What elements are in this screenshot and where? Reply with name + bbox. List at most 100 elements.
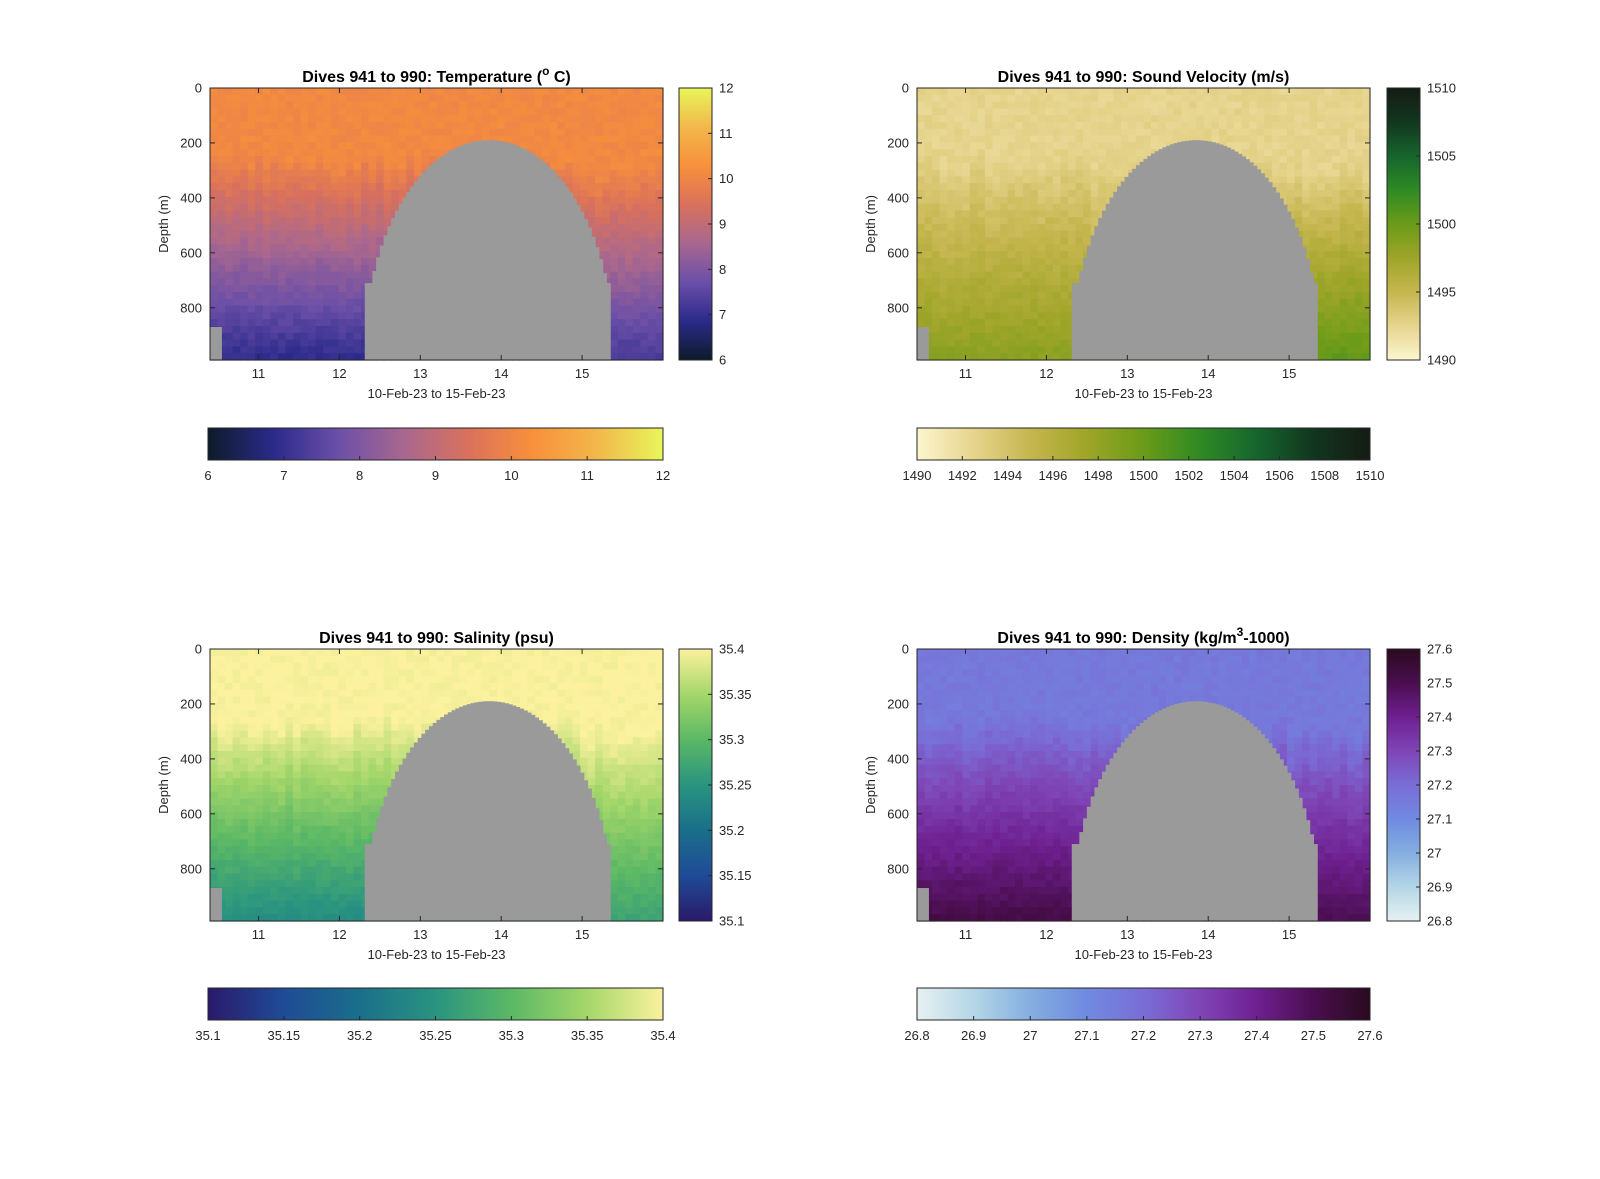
heatmap-cell xyxy=(954,312,963,320)
heatmap-cell xyxy=(1158,101,1167,109)
heatmap-cell xyxy=(617,210,626,218)
heatmap-cell xyxy=(481,94,490,103)
heatmap-cell xyxy=(391,203,400,211)
heatmap-cell xyxy=(1075,203,1084,211)
heatmap-cell xyxy=(232,128,241,137)
heatmap-cell xyxy=(984,264,994,273)
no-data-region xyxy=(413,181,419,360)
heatmap-cell xyxy=(293,244,302,252)
heatmap-cell xyxy=(512,94,521,103)
heatmap-cell xyxy=(1271,169,1280,177)
heatmap-cell xyxy=(1052,339,1062,347)
heatmap-cell xyxy=(421,162,430,171)
heatmap-cell xyxy=(489,128,498,137)
heatmap-cell xyxy=(632,237,641,245)
heatmap-cell xyxy=(632,135,641,143)
heatmap-cell xyxy=(1037,203,1046,211)
heatmap-cell xyxy=(1309,203,1318,211)
heatmap-cell xyxy=(1339,271,1348,279)
heatmap-cell xyxy=(368,128,377,137)
heatmap-cell xyxy=(1083,94,1092,103)
heatmap-cell xyxy=(1347,135,1356,143)
heatmap-cell xyxy=(917,278,926,286)
heatmap-cell xyxy=(210,298,219,307)
heatmap-cell xyxy=(534,94,543,103)
heatmap-cell xyxy=(1196,94,1205,103)
heatmap-cell xyxy=(1052,305,1062,313)
heatmap-cell xyxy=(1007,156,1016,164)
heatmap-cell xyxy=(1211,122,1220,130)
heatmap-cell xyxy=(1347,142,1356,150)
heatmap-cell xyxy=(308,176,317,184)
heatmap-cell xyxy=(1068,203,1077,211)
heatmap-cell xyxy=(247,128,256,137)
heatmap-cell xyxy=(977,346,986,354)
heatmap-cell xyxy=(1362,305,1371,313)
heatmap-cell xyxy=(277,237,287,245)
heatmap-cell xyxy=(1022,203,1031,211)
heatmap-cell xyxy=(977,94,986,103)
heatmap-cell xyxy=(984,122,994,130)
heatmap-cell xyxy=(954,203,963,211)
heatmap-cell xyxy=(277,94,287,103)
heatmap-cell xyxy=(977,176,986,184)
heatmap-cell xyxy=(932,88,941,96)
heatmap-cell xyxy=(315,298,324,307)
heatmap-cell xyxy=(1302,101,1311,109)
heatmap-cell xyxy=(917,244,926,252)
heatmap-cell xyxy=(1143,122,1152,130)
heatmap-cell xyxy=(947,190,956,198)
heatmap-cell xyxy=(225,224,234,232)
heatmap-cell xyxy=(1347,278,1356,286)
heatmap-cell xyxy=(969,142,978,150)
heatmap-cell xyxy=(1332,230,1341,239)
heatmap-cell xyxy=(398,122,407,130)
heatmap-cell xyxy=(262,169,271,177)
chart-title-text: C) xyxy=(549,69,570,86)
heatmap-cell xyxy=(947,183,956,191)
heatmap-cell xyxy=(270,176,279,184)
heatmap-cell xyxy=(383,169,392,177)
heatmap-cell xyxy=(1052,298,1062,307)
heatmap-cell xyxy=(496,128,506,137)
heatmap-cell xyxy=(481,122,490,130)
heatmap-cell xyxy=(232,101,241,109)
heatmap-cell xyxy=(617,264,626,273)
heatmap-cell xyxy=(1135,101,1145,109)
heatmap-cell xyxy=(1166,94,1175,103)
heatmap-cell xyxy=(451,94,460,103)
heatmap-cell xyxy=(285,149,294,157)
heatmap-cell xyxy=(225,326,234,334)
heatmap-cell xyxy=(640,176,649,184)
heatmap-cell xyxy=(1075,94,1084,103)
heatmap-cell xyxy=(1226,94,1235,103)
heatmap-cell xyxy=(640,210,649,218)
heatmap-cell xyxy=(977,292,986,300)
heatmap-cell xyxy=(1007,176,1016,184)
heatmap-cell xyxy=(655,142,664,150)
heatmap-cell xyxy=(587,176,596,184)
no-data-region xyxy=(1098,218,1103,360)
heatmap-cell xyxy=(1354,237,1364,245)
heatmap-cell xyxy=(285,108,294,116)
heatmap-cell xyxy=(984,101,994,109)
heatmap-cell xyxy=(232,122,241,130)
heatmap-cell xyxy=(947,285,956,293)
heatmap-cell xyxy=(977,88,986,96)
heatmap-cell xyxy=(1181,115,1190,123)
heatmap-cell xyxy=(947,135,956,143)
heatmap-cell xyxy=(308,305,317,313)
heatmap-cell xyxy=(240,251,249,259)
heatmap-cell xyxy=(217,244,226,252)
heatmap-cell xyxy=(1362,278,1371,286)
heatmap-cell xyxy=(262,251,271,259)
heatmap-cell xyxy=(315,101,324,109)
heatmap-cell xyxy=(428,142,438,150)
heatmap-cell xyxy=(413,135,422,143)
heatmap-cell xyxy=(1166,88,1175,96)
no-data-region xyxy=(1147,156,1152,360)
y-tick-label: 800 xyxy=(180,300,202,315)
heatmap-cell xyxy=(939,298,948,307)
heatmap-cell xyxy=(595,217,604,225)
heatmap-cell xyxy=(1060,183,1069,191)
